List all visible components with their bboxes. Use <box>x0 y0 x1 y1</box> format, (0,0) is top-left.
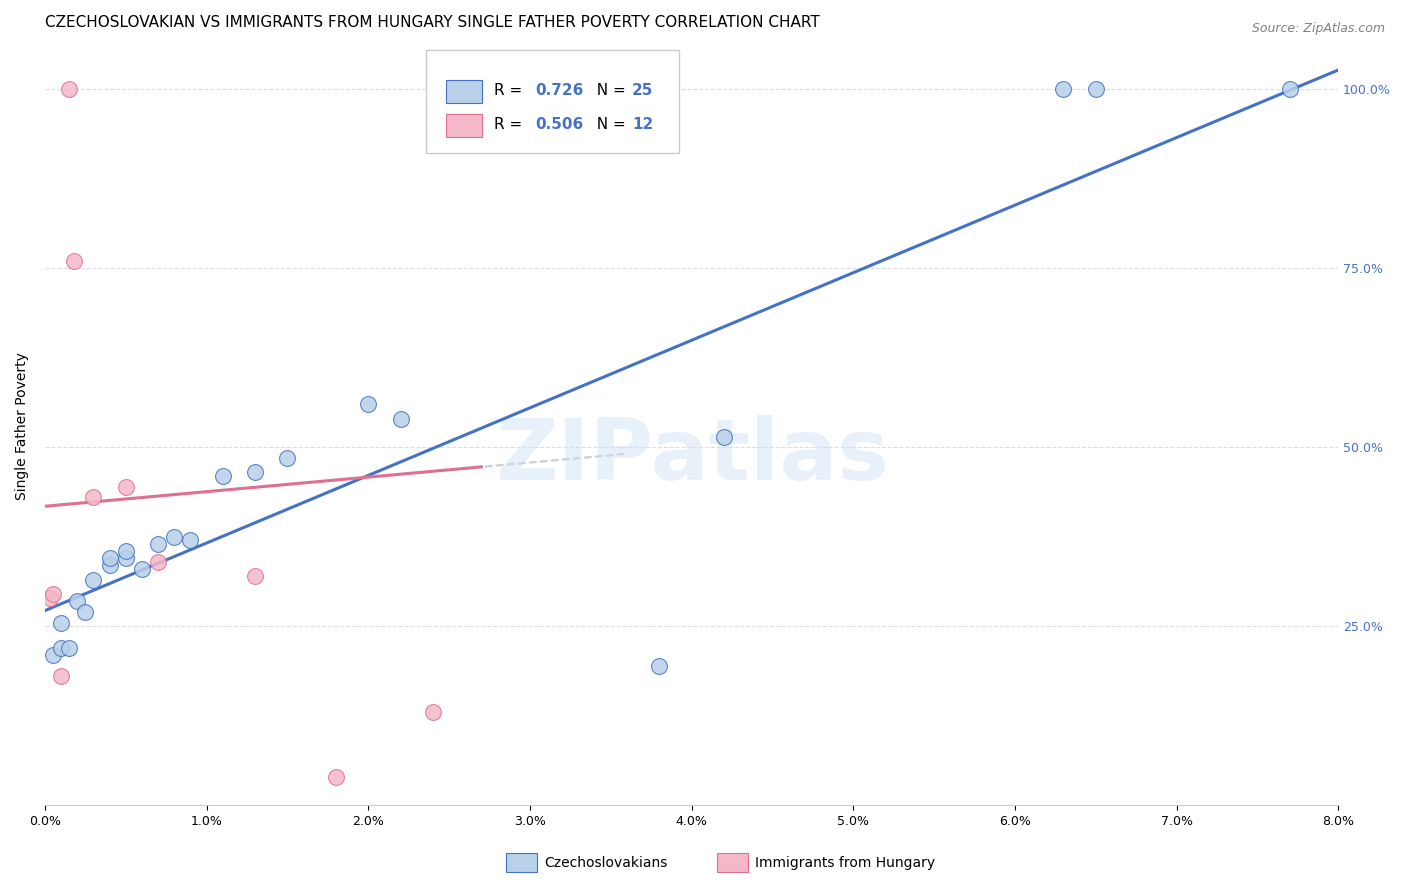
Point <box>98 551 121 566</box>
Text: ZIPatlas: ZIPatlas <box>495 415 889 498</box>
Point <box>131 562 153 576</box>
Point <box>211 469 233 483</box>
Point <box>1052 82 1074 96</box>
Text: N =: N = <box>586 117 630 132</box>
Point <box>42 648 65 662</box>
Point <box>1084 82 1107 96</box>
Point <box>42 587 65 601</box>
Point <box>357 397 380 411</box>
Point <box>551 82 574 96</box>
FancyBboxPatch shape <box>426 50 679 153</box>
Point <box>179 533 201 548</box>
Text: CZECHOSLOVAKIAN VS IMMIGRANTS FROM HUNGARY SINGLE FATHER POVERTY CORRELATION CHA: CZECHOSLOVAKIAN VS IMMIGRANTS FROM HUNGA… <box>45 15 820 30</box>
Point <box>58 640 80 655</box>
Text: R =: R = <box>494 83 527 98</box>
Point <box>49 669 72 683</box>
Point <box>243 466 266 480</box>
Point <box>325 770 347 784</box>
Point <box>648 658 671 673</box>
Point <box>75 605 97 619</box>
Point <box>114 551 136 566</box>
Point <box>114 480 136 494</box>
Point <box>276 451 298 466</box>
Text: Czechoslovakians: Czechoslovakians <box>544 855 668 870</box>
Point <box>422 705 444 719</box>
Y-axis label: Single Father Poverty: Single Father Poverty <box>15 351 30 500</box>
Point <box>63 254 86 268</box>
Text: 12: 12 <box>633 117 654 132</box>
Text: R =: R = <box>494 117 527 132</box>
Point <box>114 544 136 558</box>
Text: Source: ZipAtlas.com: Source: ZipAtlas.com <box>1251 22 1385 36</box>
Point <box>49 640 72 655</box>
Point <box>82 573 104 587</box>
Text: N =: N = <box>586 83 630 98</box>
Point <box>66 594 89 608</box>
FancyBboxPatch shape <box>446 114 482 137</box>
Point <box>713 429 735 443</box>
Point <box>98 558 121 573</box>
Point <box>82 491 104 505</box>
Text: 0.506: 0.506 <box>536 117 583 132</box>
Point <box>146 537 169 551</box>
Point <box>49 615 72 630</box>
FancyBboxPatch shape <box>446 80 482 103</box>
Point <box>163 530 186 544</box>
Point <box>389 411 412 425</box>
Point <box>1278 82 1301 96</box>
Point <box>243 569 266 583</box>
Point <box>38 591 60 605</box>
Point <box>146 555 169 569</box>
Text: 25: 25 <box>633 83 654 98</box>
Point <box>58 82 80 96</box>
Text: 0.726: 0.726 <box>536 83 583 98</box>
Text: Immigrants from Hungary: Immigrants from Hungary <box>755 855 935 870</box>
